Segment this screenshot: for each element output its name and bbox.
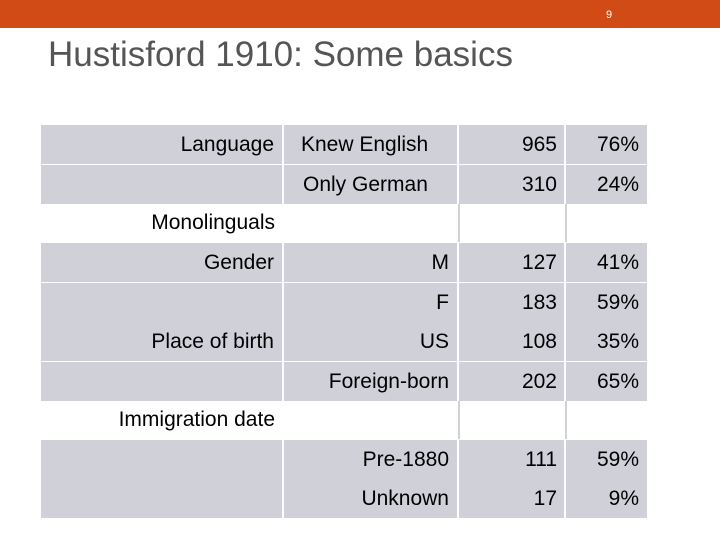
column-divider bbox=[458, 401, 460, 439]
table-row-label bbox=[41, 283, 282, 322]
table-percent: 59% bbox=[566, 283, 647, 322]
column-divider bbox=[565, 204, 567, 242]
section-label: Monolinguals bbox=[151, 211, 275, 234]
column-divider bbox=[565, 401, 567, 439]
table-row-label bbox=[41, 440, 282, 479]
table-percent: 41% bbox=[566, 243, 647, 282]
table-row-label: Place of birth bbox=[41, 322, 282, 361]
table-row-label bbox=[41, 362, 282, 401]
table-row-label bbox=[41, 165, 282, 204]
table-percent: 59% bbox=[566, 440, 647, 479]
table-percent: 76% bbox=[566, 125, 647, 164]
table-count: 17 bbox=[459, 479, 564, 518]
top-accent-bar: 9 bbox=[0, 0, 720, 28]
table-category: M bbox=[284, 243, 457, 282]
slide-title: Hustisford 1910: Some basics bbox=[48, 35, 513, 74]
data-table: Language Knew English 965 76% Only Germa… bbox=[40, 124, 648, 518]
table-count: 965 bbox=[459, 125, 564, 164]
table-count: 108 bbox=[459, 322, 564, 361]
table-category: Only German bbox=[284, 165, 457, 204]
column-divider bbox=[458, 204, 460, 242]
table-percent: 24% bbox=[566, 165, 647, 204]
table-count: 202 bbox=[459, 362, 564, 401]
table-percent: 9% bbox=[566, 479, 647, 518]
table-category: Knew English bbox=[284, 125, 457, 164]
section-label: Immigration date bbox=[118, 408, 275, 431]
table-percent: 35% bbox=[566, 322, 647, 361]
table-category: Pre-1880 bbox=[284, 440, 457, 479]
section-header: Immigration date bbox=[41, 401, 647, 439]
table-percent: 65% bbox=[566, 362, 647, 401]
table-row-label: Language bbox=[41, 125, 282, 164]
table-count: 183 bbox=[459, 283, 564, 322]
section-header: Monolinguals bbox=[41, 204, 647, 242]
table-row-label bbox=[41, 479, 282, 518]
table-category: F bbox=[284, 283, 457, 322]
table-category: Foreign-born bbox=[284, 362, 457, 401]
table-category: Unknown bbox=[284, 479, 457, 518]
table-count: 127 bbox=[459, 243, 564, 282]
slide-number: 9 bbox=[605, 9, 613, 21]
table-count: 111 bbox=[459, 440, 564, 479]
table-count: 310 bbox=[459, 165, 564, 204]
table-category: US bbox=[284, 322, 457, 361]
table-row-label: Gender bbox=[41, 243, 282, 282]
